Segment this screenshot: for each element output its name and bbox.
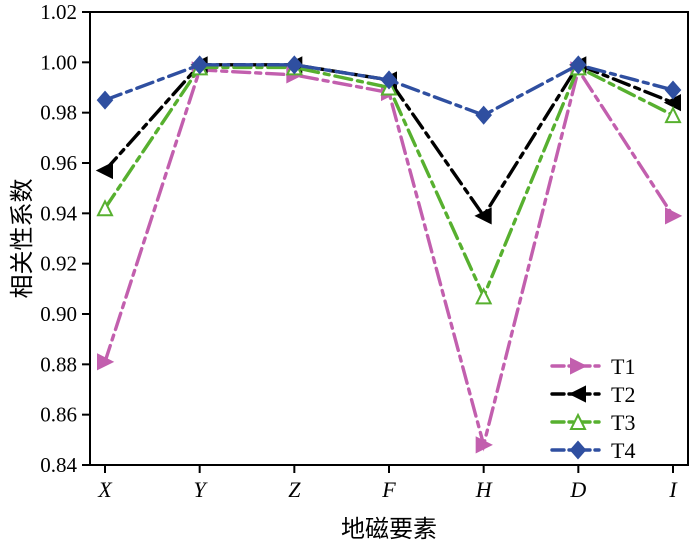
series-T4-marker-H <box>475 105 492 125</box>
legend-label-T4: T4 <box>611 438 635 463</box>
legend-item-T3: T3 <box>550 410 635 435</box>
y-axis-title: 相关性系数 <box>9 179 36 299</box>
series-T3-marker-H <box>475 287 493 305</box>
y-tick-label: 0.88 <box>40 352 77 376</box>
legend-marker-T1 <box>570 357 588 375</box>
legend: T1 T2 T3 T4 <box>550 354 635 463</box>
series-T1-line <box>103 65 675 452</box>
series-T4-marker-D <box>570 55 587 75</box>
legend-item-T1: T1 <box>550 354 635 379</box>
y-tick-label: 0.98 <box>40 101 77 125</box>
legend-item-T4: T4 <box>550 438 635 463</box>
legend-item-T2: T2 <box>550 382 635 407</box>
y-tick-label: 0.92 <box>40 252 77 276</box>
series-T2-marker-H <box>474 207 492 225</box>
y-tick-label: 1.02 <box>40 0 77 24</box>
y-tick-label: 0.96 <box>40 151 77 175</box>
y-tick-label: 0.94 <box>40 201 77 225</box>
legend-label-T1: T1 <box>611 354 635 379</box>
series-T4-marker-Z <box>286 55 303 75</box>
series-T1-marker-I <box>665 207 683 225</box>
y-tick-label: 0.84 <box>40 453 77 477</box>
series-T3-marker-I <box>664 105 682 124</box>
series-T4-marker-Y <box>191 55 208 75</box>
x-axis-title: 地磁要素 <box>341 516 437 543</box>
y-tick-label: 1.00 <box>40 50 77 74</box>
x-tick-label: I <box>668 477 678 502</box>
series-T3-marker-X <box>96 199 114 217</box>
x-tick-label: Y <box>194 477 209 502</box>
series-T4-marker-X <box>96 90 114 110</box>
y-tick-label: 0.86 <box>40 403 77 427</box>
y-tick-label: 0.90 <box>40 302 77 326</box>
series-T4-marker-I <box>664 80 682 100</box>
series-T4 <box>96 55 682 125</box>
series-T4-marker-F <box>380 70 398 90</box>
series-T1-marker-H <box>475 436 493 454</box>
series-T1-marker-X <box>97 353 115 371</box>
x-tick-label: X <box>97 477 113 502</box>
x-tick-label: D <box>569 477 586 502</box>
legend-marker-T2 <box>568 385 586 403</box>
legend-marker-T4 <box>569 440 587 460</box>
x-tick-label: H <box>475 477 493 502</box>
legend-label-T2: T2 <box>611 382 635 407</box>
x-tick-label: F <box>381 477 396 502</box>
legend-label-T3: T3 <box>611 410 635 435</box>
series-T2-marker-X <box>95 161 113 180</box>
series-T1 <box>97 61 683 454</box>
legend-marker-T3 <box>569 412 587 430</box>
x-tick-label: Z <box>288 477 301 502</box>
